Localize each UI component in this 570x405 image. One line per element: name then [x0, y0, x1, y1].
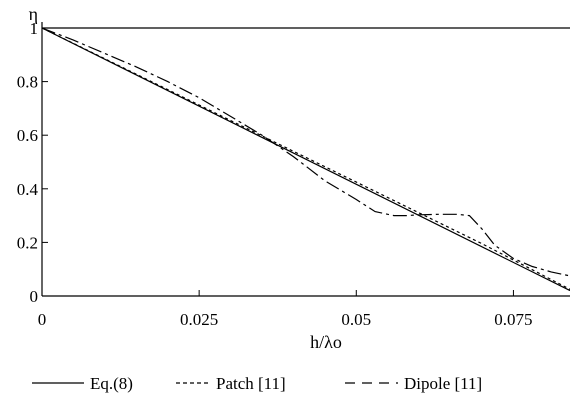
- legend-label-3: Dipole [11]: [404, 374, 482, 393]
- legend: Eq.(8) Patch [11] Dipole [11]: [32, 374, 482, 393]
- legend-label-2: Patch [11]: [216, 374, 286, 393]
- x-tick-label: 0.05: [341, 310, 371, 329]
- y-tick-label: 0.4: [17, 180, 39, 199]
- series-line-1: [41, 27, 570, 292]
- axes: [41, 22, 570, 297]
- y-axis-label: η: [29, 4, 38, 24]
- tick-marks: [41, 27, 514, 297]
- series-group: [41, 27, 570, 292]
- x-tick-label: 0.075: [494, 310, 532, 329]
- x-axis-label: h/λo: [310, 332, 342, 352]
- y-tick-label: 0.2: [17, 233, 38, 252]
- y-tick-label: 0: [30, 287, 39, 306]
- x-tick-label: 0: [38, 310, 47, 329]
- y-tick-label: 0.8: [17, 73, 38, 92]
- y-tick-label: 0.6: [17, 126, 38, 145]
- tick-labels: 0 0.2 0.4 0.6 0.8 1 0 0.025 0.05 0.075: [17, 19, 533, 329]
- series-line-3: [41, 27, 570, 277]
- y-tick-label: 1: [30, 19, 39, 38]
- legend-label-1: Eq.(8): [90, 374, 133, 393]
- x-tick-label: 0.025: [180, 310, 218, 329]
